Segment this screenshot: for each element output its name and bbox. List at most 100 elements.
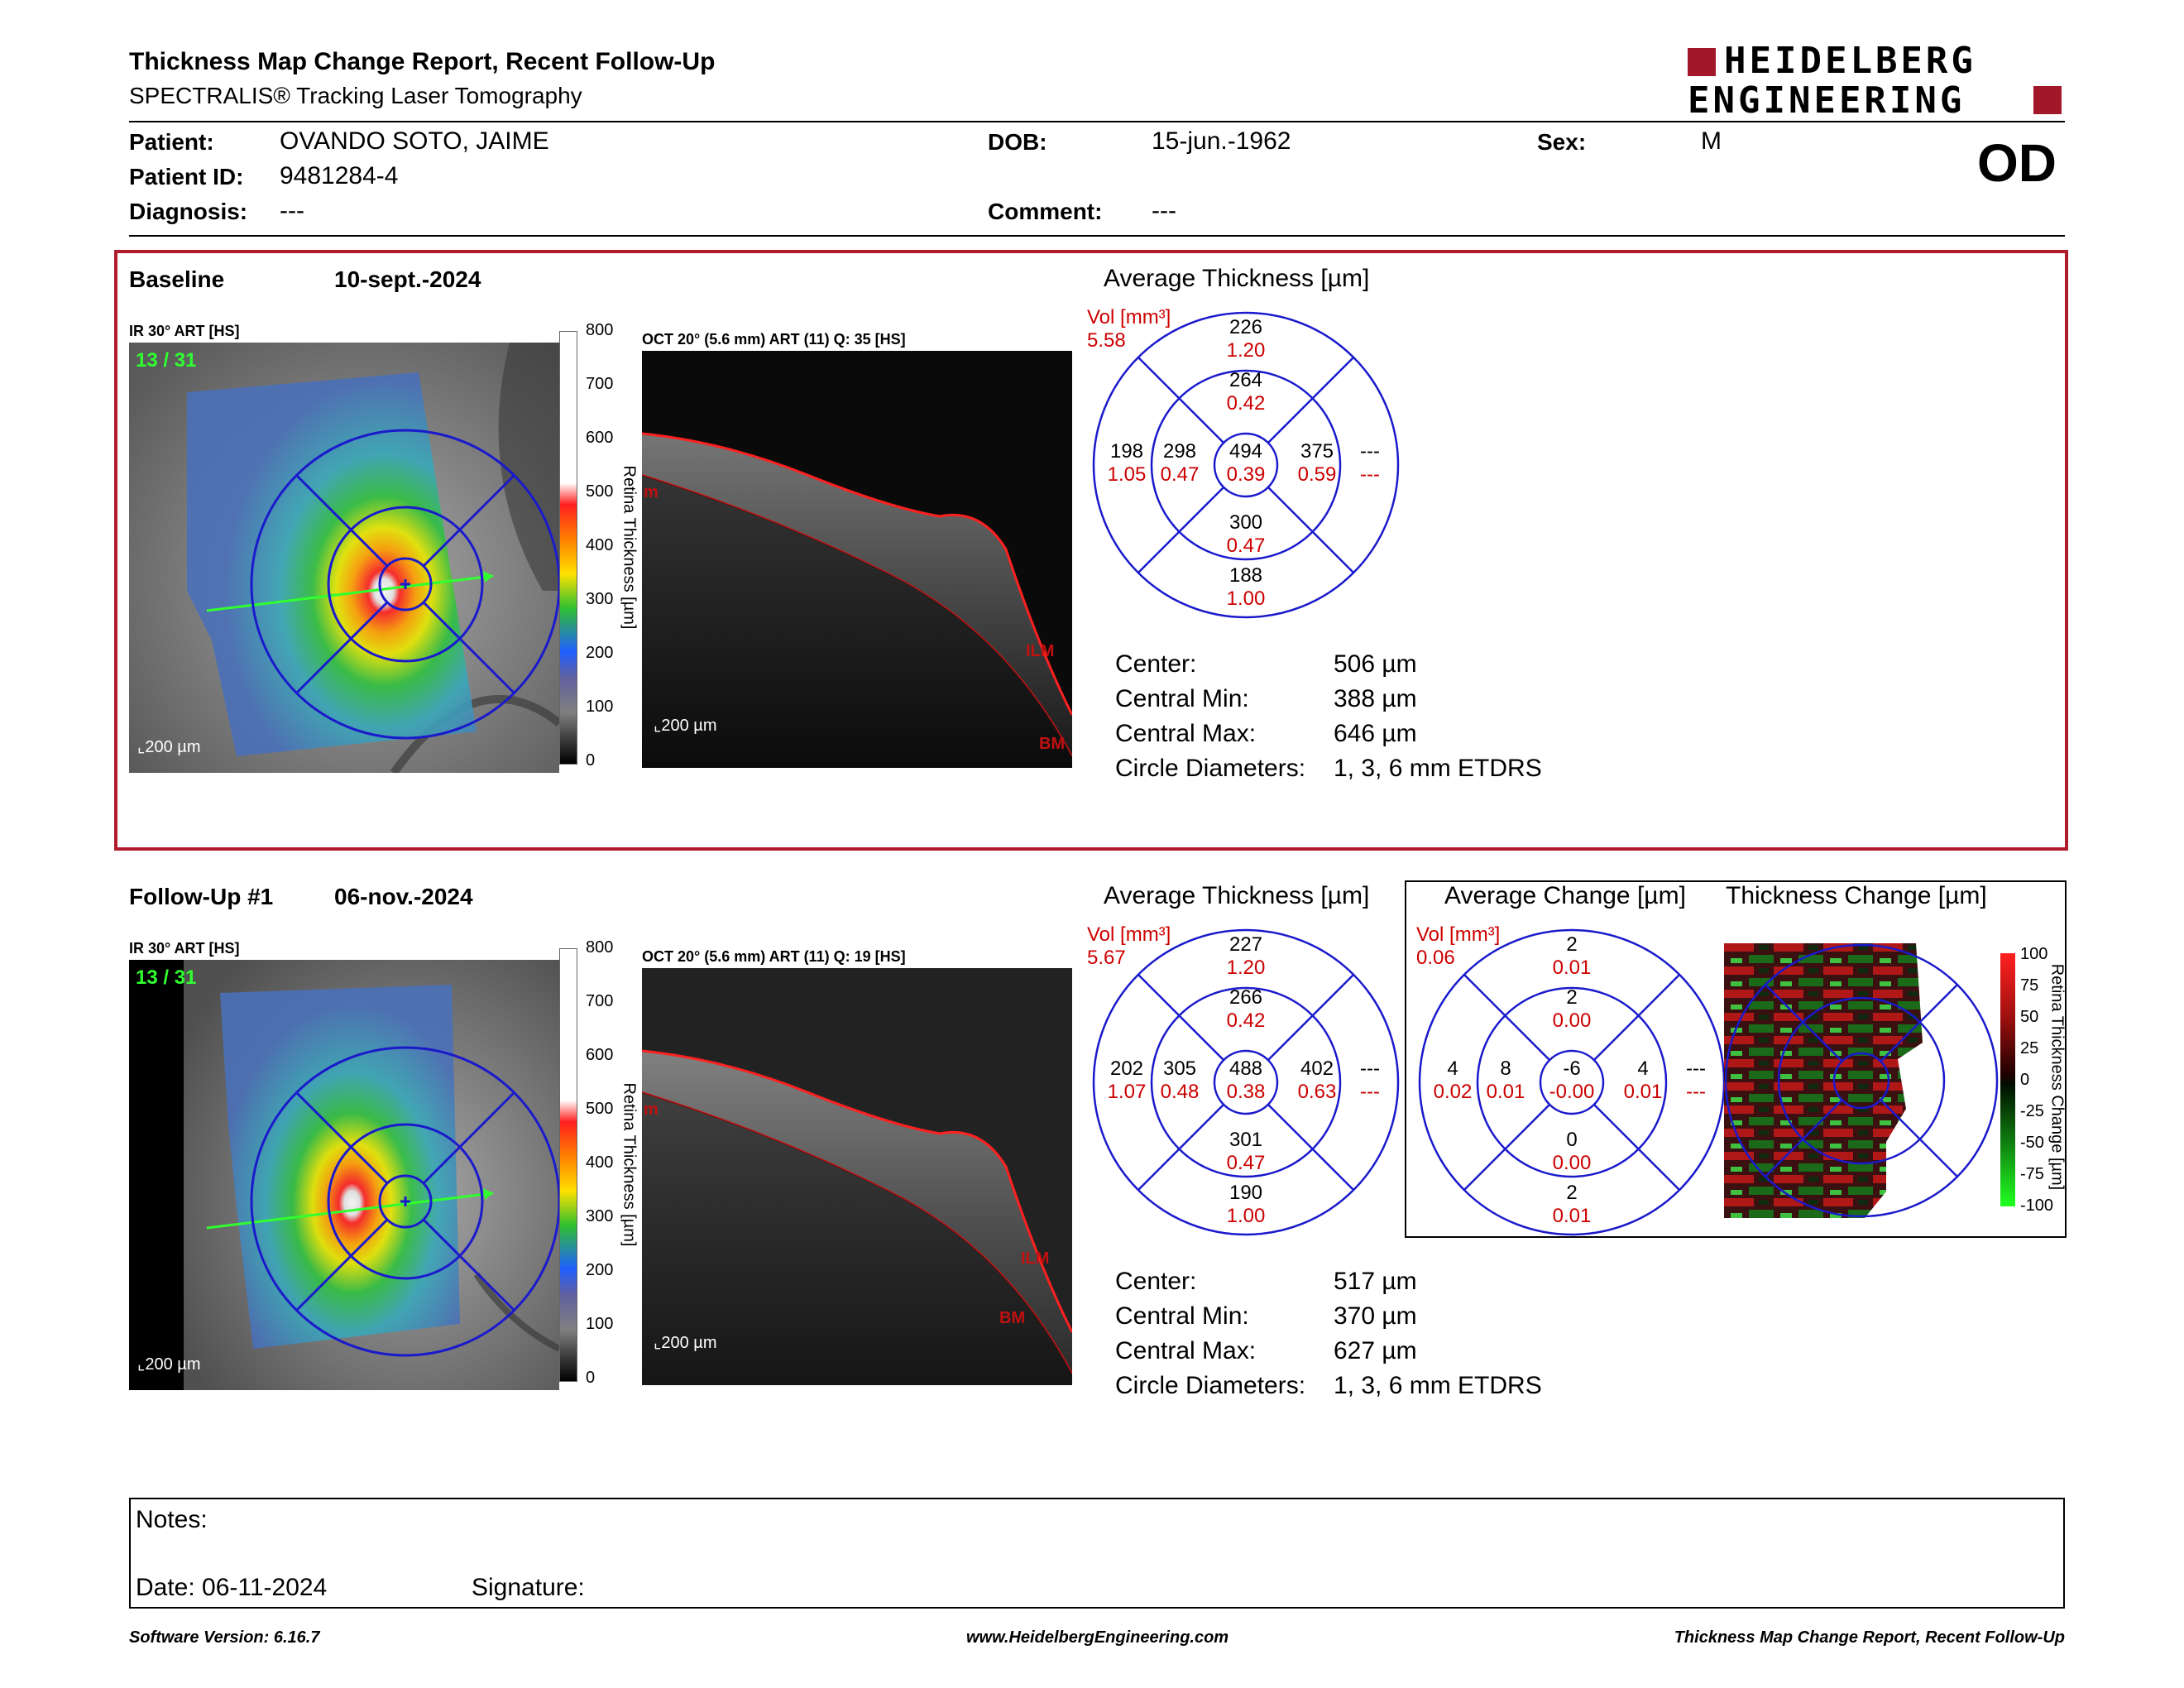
logo-text-2: ENGINEERING (1688, 79, 1966, 122)
central-min-label: Central Min: (1115, 1302, 1249, 1330)
etdrs-grid-baseline: Vol [mm³] 5.58 226 1.20 264 0.42 198 1.0… (1084, 306, 1415, 622)
colorbar-title: Retina Thickness [µm] (620, 465, 639, 630)
report-title: Thickness Map Change Report, Recent Foll… (129, 48, 716, 75)
oct-label: OCT 20° (5.6 mm) ART (11) Q: 19 [HS] (642, 948, 906, 965)
sector-value: 301 (1228, 1129, 1263, 1151)
footer-software-version: Software Version: 6.16.7 (129, 1628, 320, 1647)
tick-label: 500 (586, 1100, 614, 1118)
sector-volume: 0.48 (1160, 1081, 1200, 1103)
etdrs-grid-followup: Vol [mm³] 5.67 227 1.20 266 0.42 202 1.0… (1084, 923, 1415, 1240)
notes-box[interactable]: Notes: Date: 06-11-2024 Signature: (129, 1498, 2065, 1609)
sector-volume: 1.05 (1107, 463, 1147, 486)
oct-scale-label: 200 µm (661, 1334, 717, 1352)
followup-label: Follow-Up #1 (129, 884, 274, 909)
center-value: 488 (1228, 1057, 1263, 1080)
sector-volume: 0.42 (1226, 1009, 1266, 1032)
central-max-label: Central Max: (1115, 1337, 1257, 1364)
change-sector-volume: 0.01 (1552, 1205, 1592, 1227)
sector-value: --- (1360, 1057, 1380, 1080)
oct-label: OCT 20° (5.6 mm) ART (11) Q: 35 [HS] (642, 331, 906, 348)
sector-volume: 1.00 (1226, 587, 1266, 610)
eye-indicator: OD (1977, 133, 2057, 193)
tick-label: 200 (586, 1261, 614, 1279)
ir-fundus-image: 13 / 31 ⌞200 µm (129, 343, 563, 775)
tick-label: 400 (586, 1153, 614, 1172)
notes-date: Date: 06-11-2024 (136, 1574, 328, 1601)
ir-label: IR 30° ART [HS] (129, 323, 240, 339)
oct-scan-image: m ILM BM ⌞200 µm (642, 351, 1072, 768)
ir-frame-count: 13 / 31 (136, 349, 197, 372)
thickness-change-map (1724, 943, 1999, 1218)
thickness-colorbar (559, 331, 577, 765)
oct-scale-bar: ⌞200 µm (654, 717, 717, 735)
change-sector-volume: --- (1686, 1081, 1706, 1103)
sector-volume: 1.07 (1107, 1081, 1147, 1103)
ir-fundus-image: 13 / 31 ⌞200 µm (129, 960, 561, 1390)
sector-value: 305 (1162, 1057, 1197, 1080)
tick-label: 0 (586, 751, 596, 770)
patient-id-label: Patient ID: (129, 164, 244, 189)
oct-scale-label: 200 µm (661, 717, 717, 735)
tick-label: 100 (2020, 945, 2048, 963)
central-min-label: Central Min: (1115, 685, 1249, 712)
change-sector-value: 8 (1500, 1057, 1511, 1080)
oct-tag-bm: BM (999, 1309, 1026, 1327)
change-panel (1405, 880, 2067, 1238)
change-center-value: -6 (1563, 1057, 1581, 1080)
vol-change-value: 0.06 (1416, 947, 1455, 969)
notes-label: Notes: (136, 1506, 208, 1533)
sector-volume: 1.00 (1226, 1205, 1266, 1227)
circle-diameters: 1, 3, 6 mm ETDRS (1334, 1372, 1542, 1399)
followup-date: 06-nov.-2024 (334, 884, 473, 909)
sector-volume: 0.47 (1160, 463, 1200, 486)
thickness-colorbar (559, 948, 577, 1382)
central-min: 388 µm (1334, 685, 1417, 712)
vol-value: 5.67 (1087, 947, 1126, 969)
logo-square-icon (2033, 86, 2062, 114)
ir-scale-bar: ⌞200 µm (137, 1355, 201, 1374)
thickness-change-title: Thickness Change [µm] (1726, 882, 1987, 909)
change-sector-volume: 0.01 (1486, 1081, 1525, 1103)
tick-label: 75 (2020, 976, 2039, 995)
circle-diameters-label: Circle Diameters: (1115, 1372, 1306, 1399)
oct-tag-bm: BM (1039, 735, 1066, 753)
diagnosis-value: --- (280, 197, 304, 224)
tick-label: 0 (2020, 1071, 2030, 1089)
dob-label: DOB: (988, 129, 1047, 155)
etdrs-grid-change: Vol [mm³] 0.06 2 0.01 2 0.00 4 0.02 8 0.… (1415, 923, 1746, 1240)
central-max-label: Central Max: (1115, 720, 1257, 747)
sector-volume: 0.47 (1226, 535, 1266, 557)
colorbar-ticks: 800 700 600 500 400 300 200 100 0 (576, 321, 634, 778)
center-thickness: 506 µm (1334, 650, 1417, 678)
avg-change-title: Average Change [µm] (1444, 882, 1686, 909)
change-sector-volume: 0.02 (1433, 1081, 1473, 1103)
center-volume: 0.39 (1226, 463, 1266, 486)
sector-value: 190 (1228, 1182, 1263, 1204)
sector-value: 202 (1109, 1057, 1144, 1080)
sector-volume: 1.20 (1226, 957, 1266, 979)
tick-label: 700 (586, 375, 614, 393)
patient-id: 9481284-4 (280, 162, 399, 189)
footer-report-name: Thickness Map Change Report, Recent Foll… (1674, 1628, 2065, 1647)
tick-label: 25 (2020, 1039, 2039, 1057)
baseline-label: Baseline (129, 266, 225, 292)
ir-scale-bar: ⌞200 µm (137, 738, 201, 756)
tick-label: 500 (586, 482, 614, 501)
change-center-volume: -0.00 (1549, 1081, 1595, 1103)
sector-value: 300 (1228, 511, 1263, 534)
tick-label: 300 (586, 590, 614, 608)
oct-tag-m: m (644, 483, 659, 501)
sex-value: M (1701, 127, 1722, 155)
tick-label: -100 (2020, 1196, 2054, 1215)
sector-volume: --- (1360, 463, 1380, 486)
logo-square-icon (1688, 48, 1716, 76)
tick-label: 50 (2020, 1008, 2039, 1026)
sector-value: 375 (1300, 440, 1334, 463)
oct-tag-ilm: ILM (1026, 642, 1055, 660)
oct-tag-ilm: ILM (1021, 1249, 1050, 1268)
sector-volume: --- (1360, 1081, 1380, 1103)
sector-volume: 1.20 (1226, 339, 1266, 362)
sector-volume: 0.63 (1297, 1081, 1337, 1103)
center-label: Center: (1115, 1268, 1197, 1295)
tick-label: 200 (586, 644, 614, 662)
